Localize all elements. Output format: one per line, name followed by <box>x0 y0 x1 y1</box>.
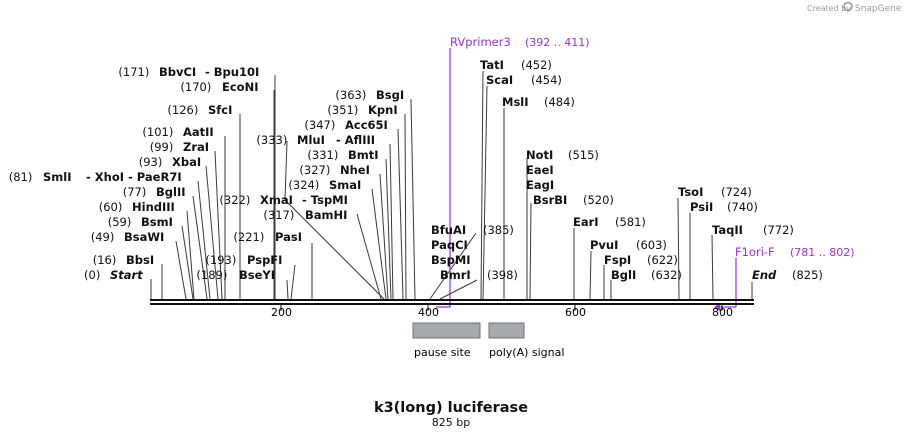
site-bspmi[interactable]: BspMI <box>431 253 471 267</box>
primer-name: F1ori-F <box>735 245 775 259</box>
site-nhei[interactable]: (327) NheI <box>299 163 369 177</box>
feature-polya-signal[interactable] <box>488 322 525 339</box>
site-acc65i[interactable]: (347) Acc65I <box>304 118 387 132</box>
cut-site-leaders <box>150 70 753 300</box>
site-taqii[interactable]: TaqII (772) <box>712 223 794 237</box>
tick-label: 600 <box>565 306 586 319</box>
site-bseyi[interactable]: (189) BseYI <box>196 268 275 282</box>
site-tati[interactable]: TatI (452) <box>480 58 552 72</box>
snapgene-logo-icon <box>843 1 853 12</box>
site-bfuai[interactable]: BfuAI (385) <box>431 223 514 237</box>
created-by-text: Created by <box>807 4 851 13</box>
site-eagi[interactable]: EagI <box>526 178 554 192</box>
site-eaei[interactable]: EaeI <box>526 163 554 177</box>
site-kpni[interactable]: (351) KpnI <box>327 103 397 117</box>
site-smli[interactable]: (81) SmlI - XhoI - PaeR7I <box>9 170 182 184</box>
site-fspi[interactable]: FspI (622) <box>604 253 678 267</box>
site-zrai[interactable]: (99) ZraI <box>150 140 209 154</box>
site-psii[interactable]: PsiI (740) <box>690 200 758 214</box>
site-smai[interactable]: (324) SmaI <box>288 178 361 192</box>
site-paqci[interactable]: PaqCI <box>431 238 468 252</box>
site-position: (171) <box>118 65 149 79</box>
primer-range: (781 .. 802) <box>790 246 855 259</box>
site-bsrbi[interactable]: BsrBI (520) <box>533 193 614 207</box>
feature-label: pause site <box>414 346 471 359</box>
site-bmti[interactable]: (331) BmtI <box>307 148 378 162</box>
feature-label: poly(A) signal <box>489 346 564 359</box>
site-alias: - Bpu10I <box>205 65 259 79</box>
site-pspfi[interactable]: (193) PspFI <box>205 253 282 267</box>
site-bamhi[interactable]: (317) BamHI <box>263 208 347 222</box>
site-mlui[interactable]: (333) MluI - AflIII <box>256 133 375 147</box>
tick-label: 400 <box>418 306 439 319</box>
map-title: k3(long) luciferase <box>374 400 528 416</box>
sequence-backbone <box>150 299 754 311</box>
site-name: BbvCI <box>159 65 196 79</box>
site-xmai[interactable]: (322) XmaI - TspMI <box>219 193 348 207</box>
site-pasi[interactable]: (221) PasI <box>233 230 302 244</box>
site-pvui[interactable]: PvuI (603) <box>590 238 667 252</box>
site-bgli[interactable]: BglI (632) <box>611 268 682 282</box>
site-scai[interactable]: ScaI (454) <box>486 73 562 87</box>
site-tsoi[interactable]: TsoI (724) <box>678 185 752 199</box>
site-bsawi[interactable]: (49) BsaWI <box>91 230 165 244</box>
site-eari[interactable]: EarI (581) <box>573 215 646 229</box>
site-end[interactable]: End (825) <box>752 268 823 282</box>
sequence-length: 825 bp <box>432 416 470 429</box>
site-hindiii[interactable]: (60) HindIII <box>99 200 175 214</box>
tick-label: 200 <box>271 306 292 319</box>
site-bsmi[interactable]: (59) BsmI <box>108 215 173 229</box>
primer-rvprimer3[interactable]: RVprimer3 (392 .. 411) <box>436 35 590 308</box>
tick-label: 800 <box>712 306 733 319</box>
site-bsgi[interactable]: (363) BsgI <box>335 88 404 102</box>
primer-range: (392 .. 411) <box>525 36 590 49</box>
site-sfci[interactable]: (126) SfcI <box>167 103 232 117</box>
site-msli[interactable]: MslI (484) <box>502 95 575 109</box>
feature-pause-site[interactable] <box>412 322 481 339</box>
primer-name: RVprimer3 <box>450 35 511 49</box>
brand-name: SnapGene <box>855 4 902 14</box>
primer-f1ori-f[interactable]: F1ori-F (781 .. 802) <box>714 245 855 311</box>
site-bmri[interactable]: BmrI (398) <box>440 268 518 282</box>
site-econi[interactable]: (170) EcoNI <box>180 80 258 94</box>
site-bbvci[interactable]: (171) BbvCI - Bpu10I <box>118 65 259 79</box>
site-bglii[interactable]: (77) BglII <box>123 185 186 199</box>
site-xbai[interactable]: (93) XbaI <box>139 155 201 169</box>
site-bbsi[interactable]: (16) BbsI <box>93 253 154 267</box>
site-start[interactable]: (0) Start <box>84 268 143 282</box>
site-aatii[interactable]: (101) AatII <box>142 125 213 139</box>
site-noti[interactable]: NotI (515) <box>526 148 599 162</box>
